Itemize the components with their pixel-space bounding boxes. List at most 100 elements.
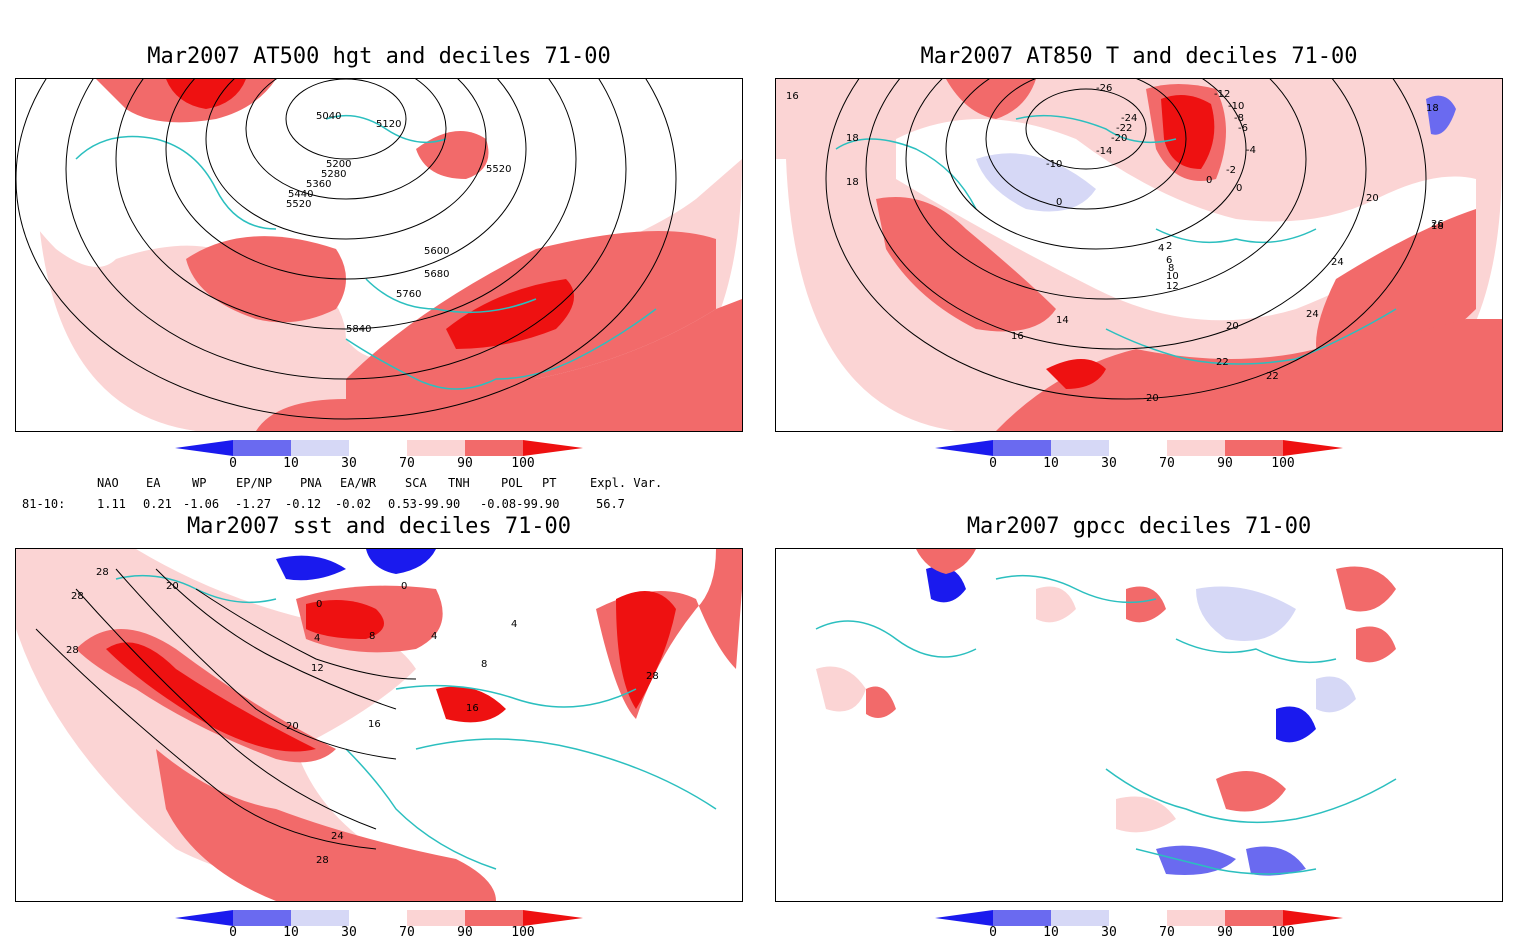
map-panel-sst: 28 28 28 20 0 0 4 8 4 12 16 16 8 4 20 24…	[15, 548, 743, 902]
contour-label: 20	[1366, 193, 1379, 204]
contour-label: 16	[1011, 331, 1024, 342]
index-value: -0.02	[335, 497, 372, 511]
index-value: -0.12	[285, 497, 322, 511]
index-header: NAO	[97, 476, 119, 490]
colorbar-tick: 100	[511, 456, 535, 471]
contour-label: 5280	[321, 169, 346, 180]
colorbar-tick: 90	[1217, 925, 1233, 940]
contour-label: 4	[1158, 243, 1164, 254]
contour-label: -10	[1228, 101, 1244, 112]
blue-anomaly	[976, 153, 1096, 212]
contour-label: 5680	[424, 269, 449, 280]
coastlines	[75, 114, 657, 390]
contour-label: 18	[1431, 221, 1444, 232]
map-panel-gpcc	[775, 548, 1503, 902]
contour-label: 16	[368, 719, 381, 730]
index-value: -0.08-99.90	[480, 497, 560, 511]
coastlines	[815, 574, 1397, 875]
contour-label: 16	[786, 91, 799, 102]
dark-red-core-south	[1046, 359, 1106, 389]
index-value: 0.21	[143, 497, 172, 511]
contour-label: 8	[481, 659, 487, 670]
contour-label: -4	[1246, 145, 1256, 156]
contours	[35, 568, 417, 850]
colorbar-gpcc	[935, 910, 1345, 926]
colorbar-tick: 30	[1101, 925, 1117, 940]
contour-label: 6	[1166, 255, 1172, 266]
colorbar-tick: 10	[283, 925, 299, 940]
colorbar-tick: 30	[341, 456, 357, 471]
contour-label: 22	[1266, 371, 1279, 382]
map-sst: 28 28 28 20 0 0 4 8 4 12 16 16 8 4 20 24…	[16, 549, 742, 901]
contour-labels: 5040 5120 5200 5280 5360 5440 5520 5520 …	[286, 111, 511, 335]
contour-label: 24	[1306, 309, 1319, 320]
index-header: Expl. Var.	[590, 476, 663, 490]
contour-label: 5120	[376, 119, 401, 130]
contour-label: 5440	[288, 189, 313, 200]
index-header: EA/WR	[340, 476, 377, 490]
contour-label: 28	[316, 855, 329, 866]
colorbar-at500	[175, 440, 585, 456]
colorbar-tick: 0	[989, 456, 997, 471]
index-value: -1.06	[183, 497, 220, 511]
map-panel-at500: 5040 5120 5200 5280 5360 5440 5520 5520 …	[15, 78, 743, 432]
colorbar-tick: 90	[457, 925, 473, 940]
contour-label: 5840	[346, 324, 371, 335]
contour-label: 10	[1166, 271, 1179, 282]
index-value: -1.27	[235, 497, 272, 511]
colorbar-tick: 70	[399, 456, 415, 471]
contour-labels: 16 18 18 -26 -24 -22 -20 -14 -12 -10 -8 …	[786, 83, 1444, 404]
contour-label: -12	[1214, 89, 1230, 100]
contour-label: 4	[431, 631, 437, 642]
contour-label: 28	[96, 567, 109, 578]
panel-title-sst: Mar2007 sst and deciles 71-00	[186, 514, 572, 539]
red-band-south	[156, 749, 496, 901]
dark-red-core-north	[166, 79, 246, 109]
contour-label: 4	[314, 633, 320, 644]
contour-label: 5520	[286, 199, 311, 210]
contour-label: 28	[66, 645, 79, 656]
colorbar-tick: 90	[457, 456, 473, 471]
contour-label: -22	[1116, 123, 1132, 134]
colorbar-tick: 30	[1101, 456, 1117, 471]
colorbar-sst	[175, 910, 585, 926]
contour-label: 22	[1216, 357, 1229, 368]
contour-label: 0	[1206, 175, 1212, 186]
colorbar-tick: 100	[511, 925, 535, 940]
blue-anomaly-north-2	[366, 549, 436, 574]
index-header: POL	[501, 476, 523, 490]
contour-label: 0	[1056, 197, 1062, 208]
contours	[825, 79, 1427, 400]
gpcc-anomaly-patches	[816, 549, 1396, 876]
panel-title-at850: Mar2007 AT850 T and deciles 71-00	[920, 44, 1358, 69]
index-header: WP	[192, 476, 207, 490]
index-header: PNA	[300, 476, 322, 490]
contour-label: 2	[1166, 241, 1172, 252]
contour-label: 28	[646, 671, 659, 682]
white-region	[16, 79, 742, 359]
coastlines	[835, 114, 1397, 365]
dark-red-core-north	[306, 600, 384, 639]
contour-label: 20	[286, 721, 299, 732]
dark-red-core-west	[106, 642, 316, 752]
contour-label: 28	[71, 591, 84, 602]
index-header: EA	[146, 476, 161, 490]
index-header: SCA	[405, 476, 427, 490]
contour-label: 8	[369, 631, 375, 642]
panel-title-gpcc: Mar2007 gpcc deciles 71-00	[966, 514, 1312, 539]
contour-label: 18	[846, 133, 859, 144]
contour-label: 5520	[486, 164, 511, 175]
contour-label: 16	[466, 703, 479, 714]
contour-label: 14	[1056, 315, 1069, 326]
contour-label: 0	[401, 581, 407, 592]
blue-anomaly-north	[276, 555, 346, 581]
colorbar-tick: 10	[283, 456, 299, 471]
contour-label: 0	[316, 599, 322, 610]
red-anomaly-west	[876, 197, 1056, 332]
dark-red-core-greenland	[1161, 95, 1215, 169]
contour-label: 0	[1236, 183, 1242, 194]
colorbar-tick: 10	[1043, 456, 1059, 471]
red-anomaly-europe	[416, 131, 489, 179]
colorbar-tick: 0	[229, 925, 237, 940]
map-at850: 16 18 18 -26 -24 -22 -20 -14 -12 -10 -8 …	[776, 79, 1502, 431]
